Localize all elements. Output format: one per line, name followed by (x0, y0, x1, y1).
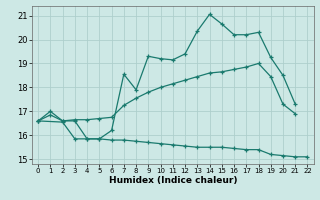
X-axis label: Humidex (Indice chaleur): Humidex (Indice chaleur) (108, 176, 237, 185)
